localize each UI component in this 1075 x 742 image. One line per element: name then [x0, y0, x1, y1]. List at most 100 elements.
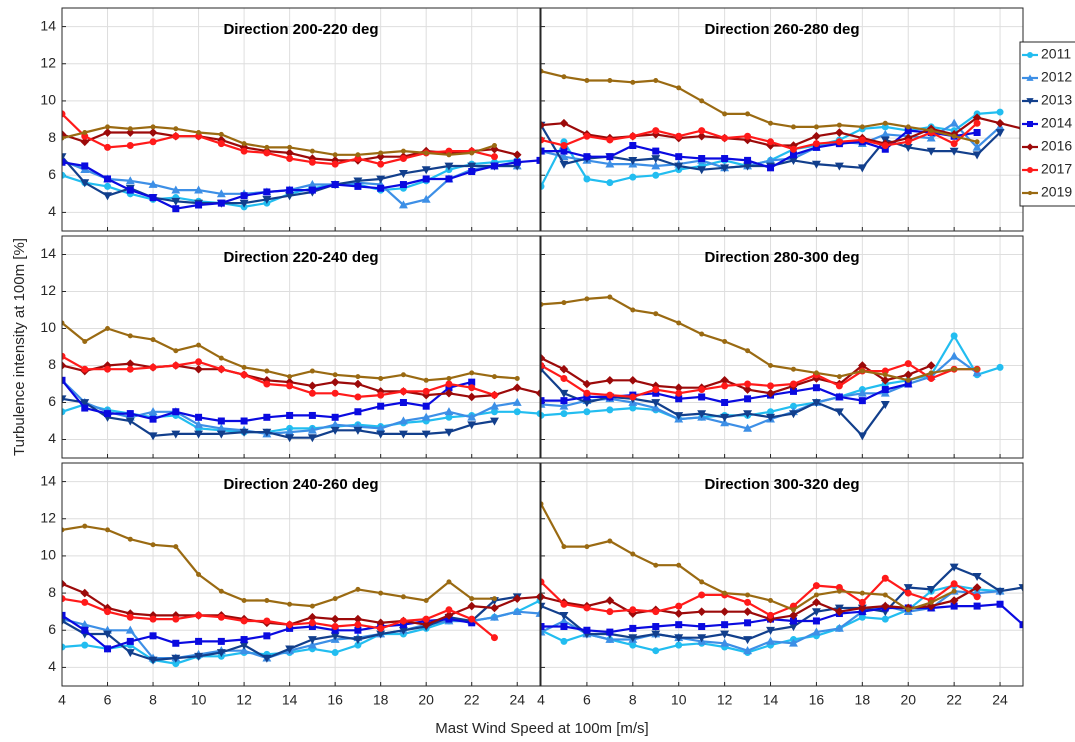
- marker: [858, 598, 866, 606]
- marker: [767, 408, 775, 416]
- marker: [285, 645, 295, 654]
- marker: [882, 592, 888, 598]
- marker: [399, 399, 407, 406]
- marker: [171, 654, 181, 663]
- marker: [996, 600, 1004, 608]
- marker: [400, 148, 406, 154]
- marker: [81, 404, 89, 412]
- marker: [62, 171, 66, 179]
- marker: [446, 375, 452, 381]
- marker: [811, 627, 821, 636]
- marker: [606, 179, 614, 187]
- marker: [127, 536, 133, 542]
- marker: [541, 397, 545, 405]
- series-layer: [62, 320, 540, 443]
- marker: [995, 118, 1005, 128]
- marker: [720, 413, 730, 422]
- marker: [676, 85, 682, 91]
- series-layer: [62, 523, 540, 668]
- marker: [812, 598, 821, 607]
- marker: [172, 615, 180, 623]
- legend-marker: [1028, 191, 1032, 195]
- marker: [607, 77, 613, 83]
- marker: [148, 407, 158, 416]
- marker: [148, 179, 158, 188]
- marker: [150, 124, 156, 130]
- marker: [240, 147, 248, 155]
- marker: [904, 138, 912, 146]
- legend-label: 2011: [1041, 46, 1071, 62]
- marker: [216, 189, 226, 198]
- marker: [790, 607, 796, 613]
- y-tick-label: 10: [40, 92, 56, 108]
- marker: [467, 392, 477, 402]
- y-tick-label: 14: [40, 245, 56, 261]
- marker: [398, 416, 408, 425]
- marker: [720, 164, 730, 173]
- marker: [217, 140, 225, 148]
- marker: [606, 153, 614, 161]
- legend-marker: [1026, 74, 1034, 81]
- marker: [62, 158, 66, 166]
- marker: [467, 421, 477, 430]
- series-line: [62, 125, 495, 156]
- marker: [583, 153, 591, 161]
- marker: [354, 182, 362, 190]
- marker: [262, 654, 272, 663]
- marker: [241, 364, 247, 370]
- marker: [857, 164, 867, 173]
- y-tick-label: 4: [48, 430, 56, 446]
- marker: [536, 410, 540, 418]
- marker: [560, 142, 568, 150]
- marker: [80, 137, 90, 147]
- marker: [767, 138, 775, 146]
- marker: [444, 407, 454, 416]
- marker: [743, 636, 753, 645]
- marker: [468, 384, 476, 392]
- marker: [173, 348, 179, 354]
- plot-area: [541, 463, 1023, 686]
- marker: [789, 410, 798, 419]
- marker: [103, 128, 112, 137]
- marker: [286, 621, 294, 629]
- panel: 4 6 8 10 12 14 Direction 200-220 deg: [40, 7, 541, 232]
- x-tick-label: 12: [717, 692, 733, 708]
- panel: Direction 260-280 deg: [540, 7, 1024, 232]
- x-tick-label: 22: [946, 692, 962, 708]
- marker: [720, 607, 729, 616]
- marker: [307, 434, 317, 443]
- marker: [331, 160, 339, 168]
- marker: [104, 143, 112, 151]
- marker: [149, 194, 157, 202]
- marker: [606, 628, 614, 636]
- marker: [490, 612, 499, 621]
- marker: [399, 155, 407, 163]
- marker: [81, 365, 89, 373]
- marker: [541, 578, 545, 586]
- marker: [583, 389, 591, 397]
- marker: [490, 162, 498, 170]
- marker: [675, 641, 683, 649]
- marker: [768, 598, 774, 604]
- marker: [126, 186, 134, 194]
- marker: [836, 374, 842, 380]
- marker: [607, 294, 613, 300]
- marker: [584, 77, 590, 83]
- legend-label: 2014: [1041, 115, 1072, 131]
- marker: [698, 155, 706, 163]
- marker: [560, 374, 568, 382]
- x-tick-label: 4: [537, 692, 545, 708]
- marker: [149, 415, 157, 423]
- marker: [217, 417, 225, 425]
- panel-title: Direction 300-320 deg: [704, 476, 859, 493]
- marker: [629, 173, 637, 181]
- marker: [263, 617, 271, 625]
- marker: [629, 132, 637, 140]
- marker: [651, 403, 661, 412]
- series-layer: [541, 68, 1023, 190]
- panel-frame: [61, 7, 541, 232]
- marker: [697, 607, 706, 616]
- marker: [353, 177, 363, 186]
- marker: [307, 636, 317, 645]
- marker: [629, 641, 637, 649]
